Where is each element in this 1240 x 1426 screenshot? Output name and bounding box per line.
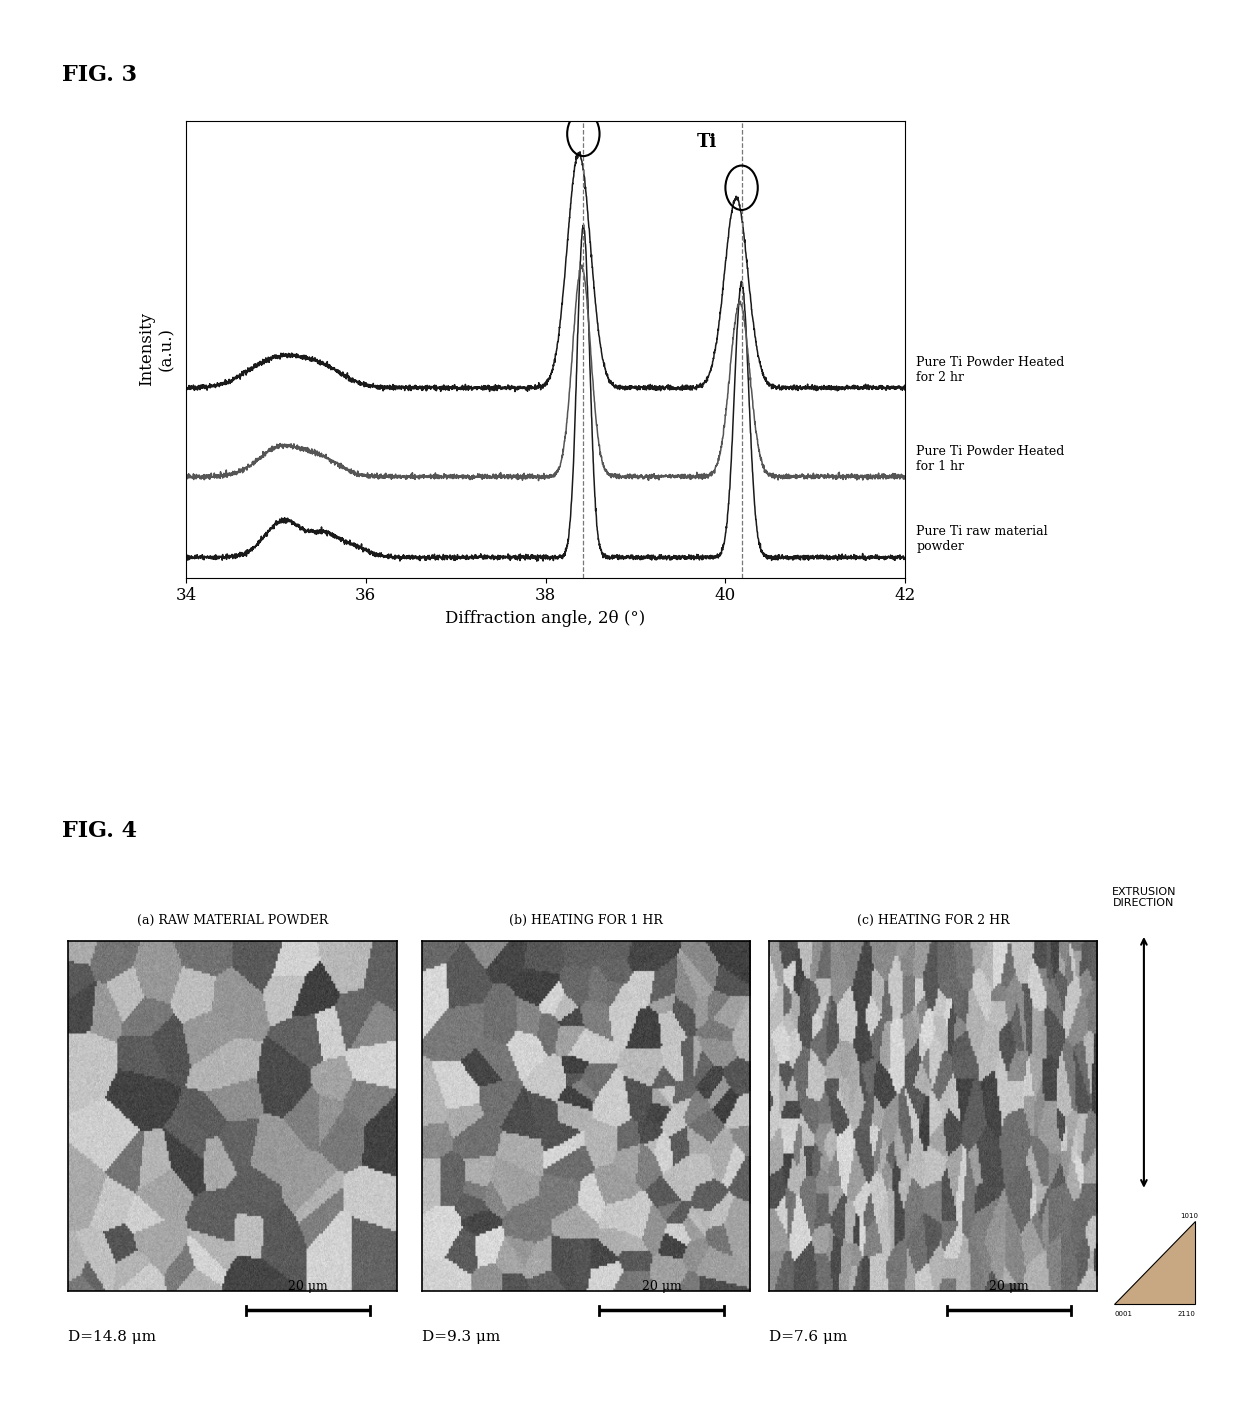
Text: Pure Ti Powder Heated
for 2 hr: Pure Ti Powder Heated for 2 hr xyxy=(916,355,1065,384)
Text: Pure Ti raw material
powder: Pure Ti raw material powder xyxy=(916,525,1048,553)
Text: 20 μm: 20 μm xyxy=(641,1281,681,1293)
Text: 20 μm: 20 μm xyxy=(988,1281,1028,1293)
Y-axis label: Intensity
(a.u.): Intensity (a.u.) xyxy=(139,312,175,386)
Text: (a) RAW MATERIAL POWDER: (a) RAW MATERIAL POWDER xyxy=(136,914,329,927)
Polygon shape xyxy=(1115,1221,1195,1303)
Text: D=7.6 μm: D=7.6 μm xyxy=(769,1330,847,1345)
Text: 2110: 2110 xyxy=(1178,1310,1195,1318)
Text: 0001: 0001 xyxy=(1115,1310,1132,1318)
X-axis label: Diffraction angle, 2θ (°): Diffraction angle, 2θ (°) xyxy=(445,610,646,627)
Text: (c) HEATING FOR 2 HR: (c) HEATING FOR 2 HR xyxy=(857,914,1009,927)
Text: EXTRUSION
DIRECTION: EXTRUSION DIRECTION xyxy=(1111,887,1177,908)
Text: D=14.8 μm: D=14.8 μm xyxy=(68,1330,156,1345)
Text: (b) HEATING FOR 1 HR: (b) HEATING FOR 1 HR xyxy=(508,914,663,927)
Text: FIG. 4: FIG. 4 xyxy=(62,820,136,841)
Text: FIG. 3: FIG. 3 xyxy=(62,64,136,86)
Text: D=9.3 μm: D=9.3 μm xyxy=(422,1330,500,1345)
Text: Ti: Ti xyxy=(697,134,717,151)
Text: 20 μm: 20 μm xyxy=(288,1281,327,1293)
Text: Pure Ti Powder Heated
for 1 hr: Pure Ti Powder Heated for 1 hr xyxy=(916,445,1065,472)
Text: 1010: 1010 xyxy=(1180,1214,1198,1219)
